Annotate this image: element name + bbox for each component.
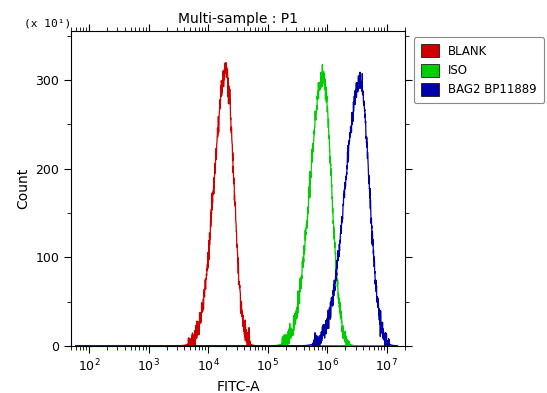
Legend: BLANK, ISO, BAG2 BP11889: BLANK, ISO, BAG2 BP11889 bbox=[414, 37, 544, 103]
Title: Multi-sample : P1: Multi-sample : P1 bbox=[178, 12, 298, 26]
X-axis label: FITC-A: FITC-A bbox=[216, 380, 260, 393]
Text: (x 10¹): (x 10¹) bbox=[25, 18, 72, 28]
Y-axis label: Count: Count bbox=[16, 168, 30, 209]
